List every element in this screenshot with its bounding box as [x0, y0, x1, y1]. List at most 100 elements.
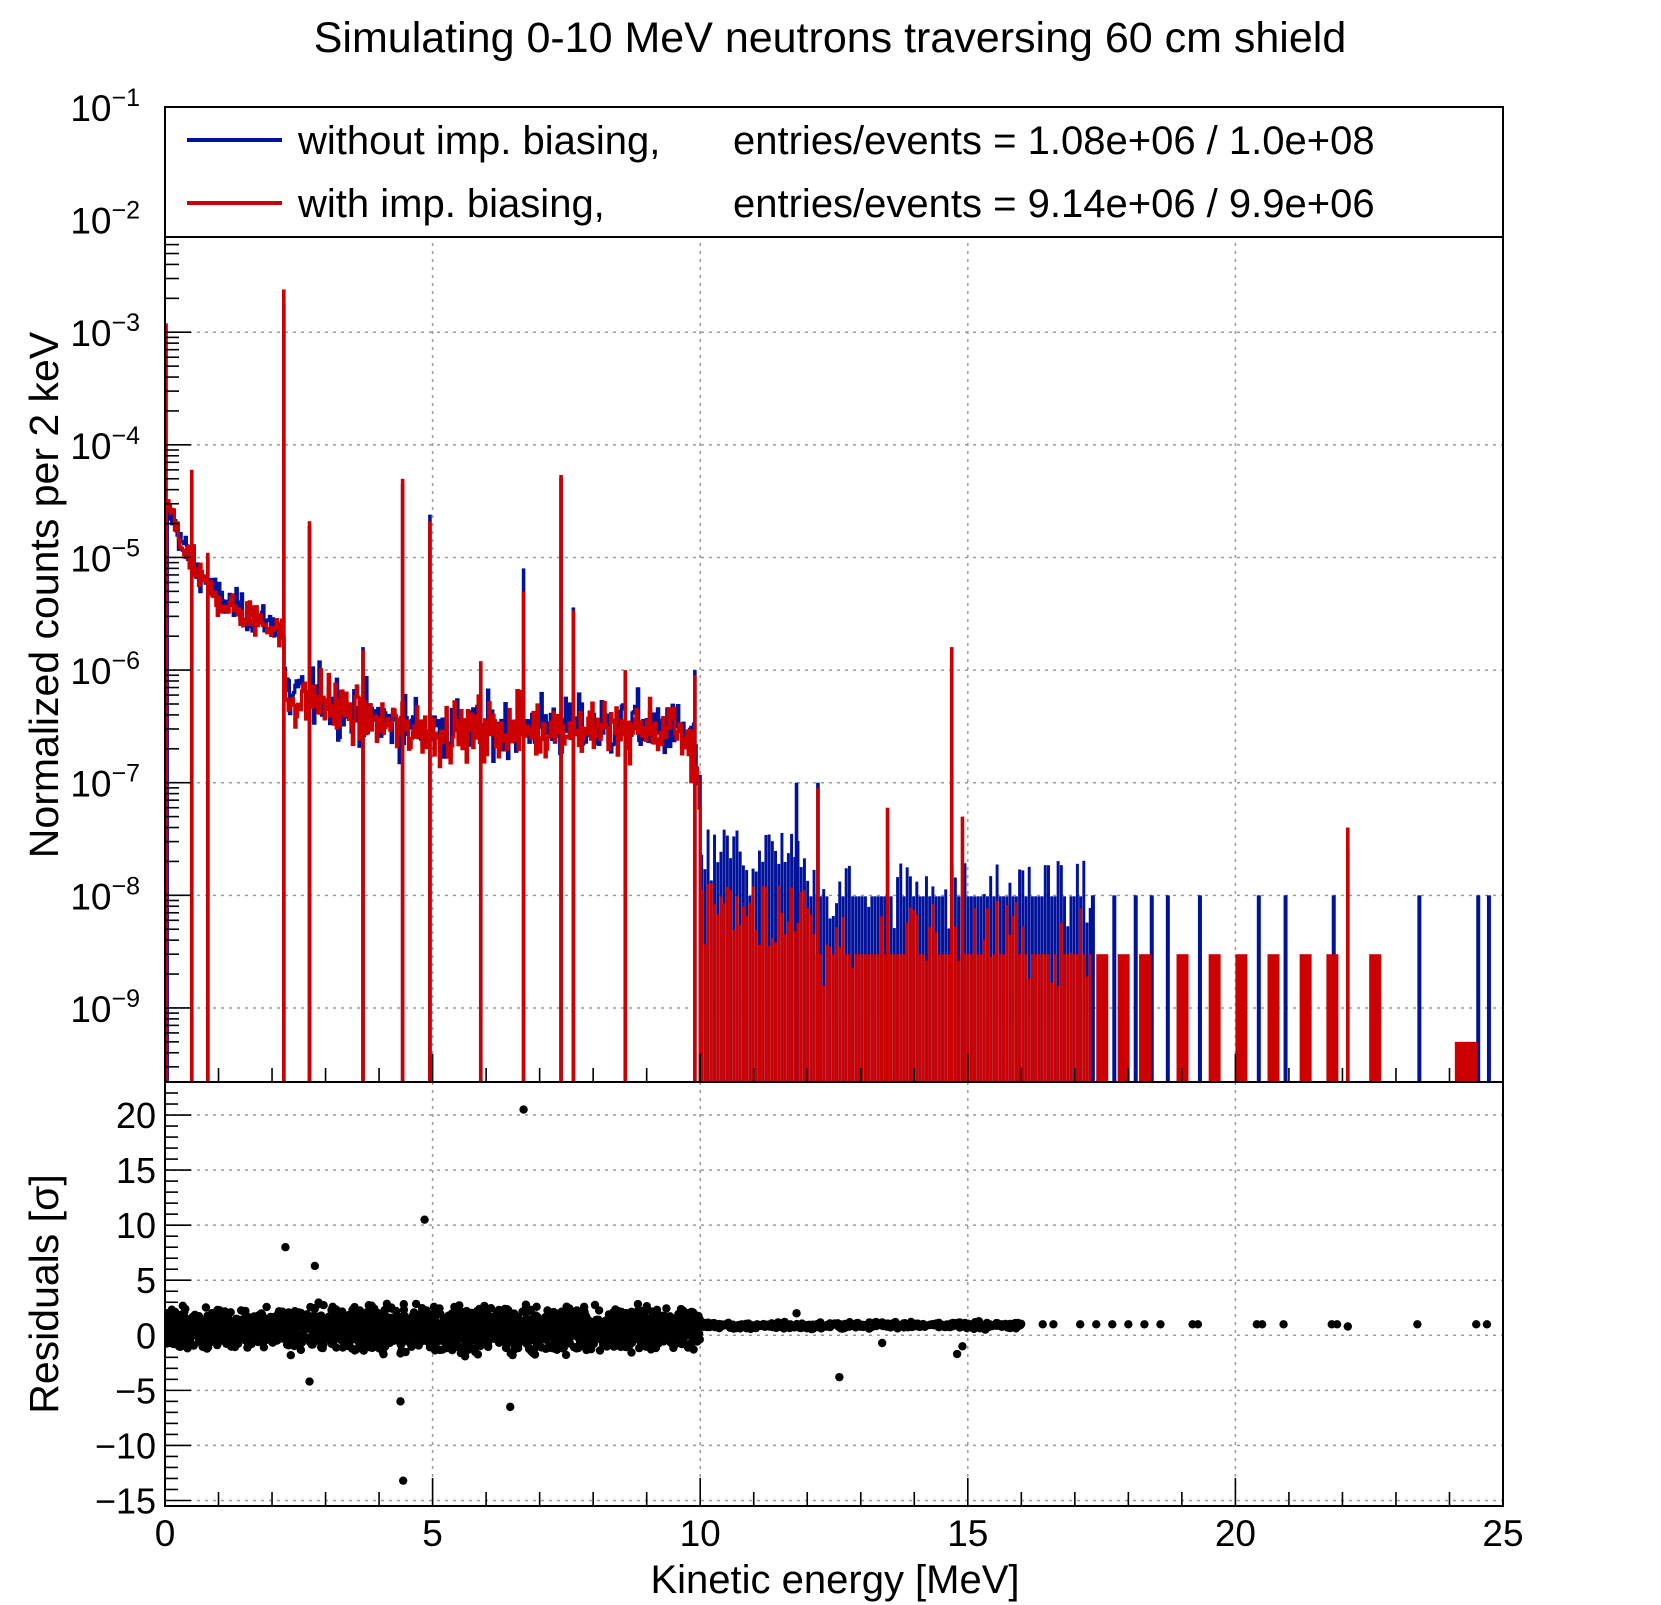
residual-point — [893, 1322, 903, 1331]
histogram-bin — [921, 954, 925, 1082]
histogram-bin — [989, 956, 993, 1082]
residual-point — [635, 1343, 644, 1353]
residual-point — [357, 1329, 366, 1339]
histogram-bin — [831, 954, 835, 1082]
residual-point — [402, 1335, 411, 1345]
peak-bin — [206, 552, 210, 1082]
residual-point — [1413, 1320, 1422, 1329]
residual-point — [369, 1317, 378, 1327]
residual-point — [654, 1339, 663, 1348]
histogram-bin — [802, 890, 806, 1082]
peak-bin — [960, 816, 965, 1082]
histogram-bin — [1283, 895, 1288, 1082]
residual-point — [632, 1320, 641, 1330]
residual-point — [490, 1334, 499, 1344]
histogram-bin — [1002, 954, 1005, 1082]
residual-point — [508, 1350, 517, 1360]
histogram-bin — [1040, 954, 1044, 1082]
residual-point — [682, 1340, 692, 1350]
chart-title: Simulating 0-10 MeV neutrons traversing … — [314, 14, 1347, 62]
residual-point — [751, 1323, 761, 1333]
histogram-bin — [992, 954, 996, 1082]
histogram-bin — [1075, 954, 1079, 1082]
residual-point — [611, 1305, 620, 1314]
y-tick-label: −5 — [115, 1370, 156, 1411]
residual-point — [268, 1330, 277, 1339]
residual-point — [363, 1318, 372, 1327]
residual-point — [454, 1313, 463, 1322]
residual-point — [230, 1342, 240, 1352]
residual-point — [621, 1342, 630, 1352]
histogram-bin — [937, 954, 941, 1082]
residual-point — [562, 1322, 571, 1332]
residual-point — [468, 1325, 477, 1335]
residual-point — [427, 1329, 436, 1339]
residual-point — [578, 1326, 587, 1336]
residuals-grid — [165, 1082, 1503, 1506]
residual-point — [259, 1343, 269, 1352]
histogram-bin — [799, 891, 803, 1082]
histogram-bin — [1149, 895, 1154, 1082]
peak-bin — [693, 675, 697, 1082]
residual-outlier — [398, 1476, 408, 1485]
residual-point — [1472, 1320, 1481, 1329]
histogram-bin — [963, 954, 967, 1082]
residual-point — [231, 1316, 240, 1326]
residual-point — [520, 1305, 530, 1315]
histogram-bin — [854, 954, 858, 1082]
residual-outlier — [877, 1338, 887, 1348]
peak-bin — [428, 521, 432, 1082]
histogram-bin — [1069, 952, 1073, 1082]
residual-point — [168, 1333, 177, 1342]
histogram-bin — [1030, 954, 1034, 1082]
residual-point — [605, 1323, 614, 1332]
residual-point — [291, 1338, 301, 1348]
residual-point — [919, 1320, 929, 1330]
residual-point — [417, 1321, 427, 1331]
residual-point — [722, 1319, 731, 1329]
histogram-bin — [741, 906, 745, 1082]
residual-point — [367, 1326, 376, 1335]
residuals-panel: 20 15 10 5 0 −5 −10 −15 0 5 10 15 20 25 Residuals [σ… — [21, 1081, 1524, 1602]
residual-point — [399, 1305, 409, 1314]
residual-point — [456, 1321, 466, 1330]
residual-point — [498, 1324, 508, 1333]
histogram-bin — [880, 916, 883, 1082]
residual-point — [318, 1321, 327, 1330]
histogram-bin — [1208, 954, 1221, 1082]
residual-point — [687, 1328, 696, 1337]
peak-bin — [400, 478, 405, 1082]
residual-point — [530, 1323, 540, 1332]
histogram-bin — [899, 954, 903, 1082]
residual-point — [1332, 1320, 1342, 1329]
y-tick-label: 10−8 — [70, 872, 140, 917]
peak-bin — [559, 474, 563, 1082]
histogram-bin — [774, 942, 778, 1082]
histogram-bin — [1085, 976, 1089, 1082]
histogram-bin — [969, 954, 973, 1082]
residual-point — [662, 1304, 671, 1313]
residual-point — [744, 1322, 754, 1332]
histogram-bin — [825, 944, 829, 1082]
histogram-bin — [751, 886, 755, 1082]
x-tick-label: 15 — [947, 1513, 988, 1554]
residual-point — [284, 1322, 293, 1332]
residual-outlier — [792, 1309, 801, 1318]
residual-point — [436, 1310, 445, 1319]
peak-bin — [165, 323, 168, 1082]
y-tick-label: 10−9 — [70, 985, 140, 1030]
histogram-bin — [1034, 954, 1038, 1082]
residual-point — [601, 1333, 610, 1343]
histogram-bin — [857, 954, 861, 1082]
residual-point — [627, 1348, 636, 1357]
residual-point — [201, 1303, 211, 1312]
residual-point — [1015, 1321, 1024, 1331]
residual-point — [615, 1314, 624, 1323]
residual-point — [1049, 1320, 1058, 1329]
residual-point — [262, 1334, 271, 1343]
residual-point — [337, 1318, 347, 1328]
histogram-bin — [1053, 954, 1057, 1082]
residual-point — [518, 1322, 528, 1331]
y-tick-label: 10 — [116, 1205, 156, 1246]
histogram-bin — [995, 900, 999, 1082]
